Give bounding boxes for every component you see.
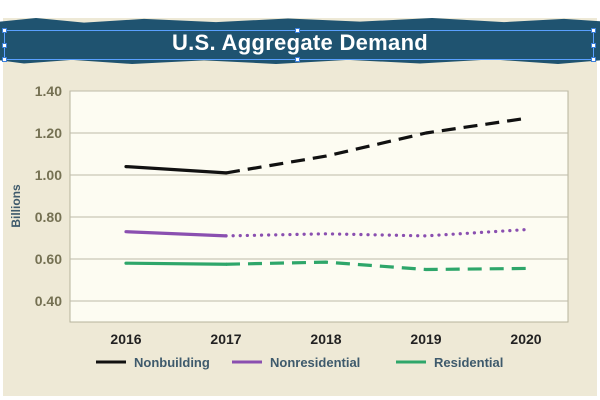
x-tick-label: 2020 [510, 331, 541, 347]
title-banner [0, 18, 600, 64]
selection-handle-top-center[interactable] [295, 28, 300, 33]
y-axis-label: Billions [9, 184, 23, 228]
y-tick-label: 0.80 [35, 209, 62, 225]
legend-label-residential: Residential [434, 355, 503, 370]
x-tick-label: 2016 [110, 331, 141, 347]
selection-handle-left-middle[interactable] [2, 43, 7, 48]
y-tick-label: 1.00 [35, 167, 62, 183]
selection-handle-bottom-right[interactable] [591, 57, 596, 62]
selection-handle-bottom-left[interactable] [2, 57, 7, 62]
title-selection-box[interactable] [2, 28, 596, 62]
selection-handle-bottom-center[interactable] [295, 57, 300, 62]
chart-title[interactable]: U.S. Aggregate Demand [171, 30, 429, 55]
x-tick-label: 2019 [410, 331, 441, 347]
nonbuilding-forecast-line [225, 116, 527, 175]
selection-handle-right-middle[interactable] [591, 43, 596, 48]
y-tick-label: 0.40 [35, 293, 62, 309]
residential-forecast-line [225, 260, 527, 272]
y-tick-label: 0.60 [35, 251, 62, 267]
x-tick-label: 2017 [210, 331, 241, 347]
nonresidential-forecast-line [224, 228, 528, 238]
residential-actual-line [124, 261, 228, 266]
x-tick-label: 2018 [310, 331, 341, 347]
legend-label-nonbuilding: Nonbuilding [134, 355, 210, 370]
selection-handle-top-right[interactable] [591, 28, 596, 33]
legend-label-nonresidential: Nonresidential [270, 355, 360, 370]
nonresidential-actual-line [124, 230, 228, 238]
y-tick-label: 1.20 [35, 125, 62, 141]
selection-handle-top-left[interactable] [2, 28, 7, 33]
nonbuilding-actual-line [124, 165, 228, 175]
plot-area [69, 90, 569, 323]
y-tick-label: 1.40 [35, 83, 62, 99]
